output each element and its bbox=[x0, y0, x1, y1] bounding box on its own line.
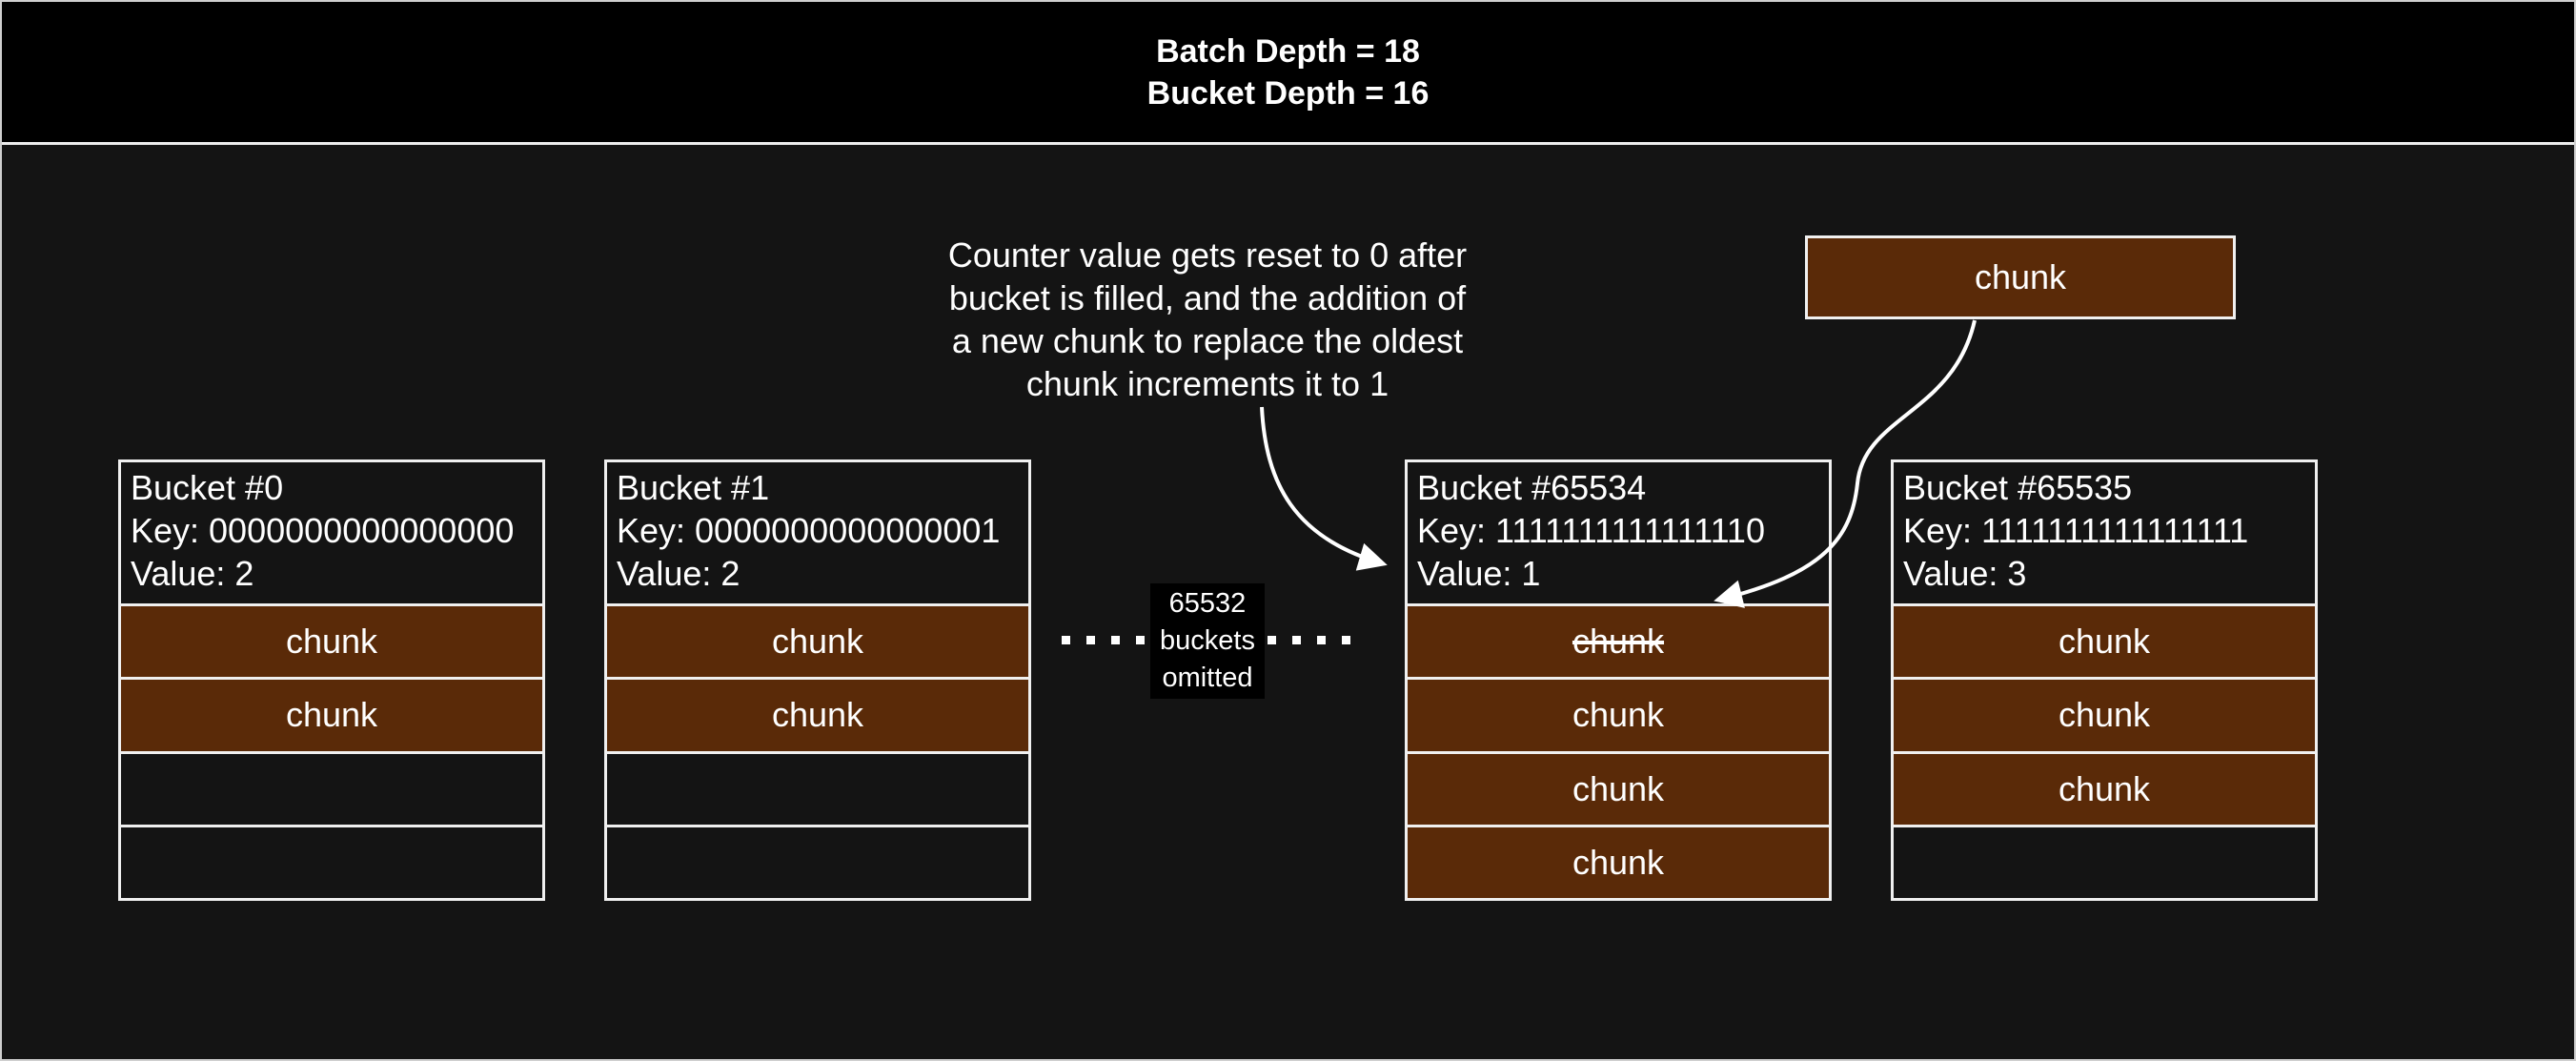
chunk-label: chunk bbox=[1572, 695, 1665, 735]
chunk-label: chunk bbox=[1572, 842, 1665, 882]
title-band: Batch Depth = 18 Bucket Depth = 16 bbox=[2, 2, 2574, 145]
chunk-slot: chunk bbox=[1894, 750, 2315, 825]
bucket-title: Bucket #1 bbox=[617, 468, 770, 507]
bucket-title: Bucket #0 bbox=[131, 468, 284, 507]
bucket-1: Bucket #1 Key: 0000000000000001 Value: 2… bbox=[604, 459, 1031, 901]
bucket-0: Bucket #0 Key: 0000000000000000 Value: 2… bbox=[118, 459, 545, 901]
chunk-slot-oldest: chunk bbox=[1408, 603, 1829, 678]
omitted-line: buckets bbox=[1160, 625, 1255, 656]
chunk-label-struck: chunk bbox=[1572, 622, 1665, 662]
bucket-1-header: Bucket #1 Key: 0000000000000001 Value: 2 bbox=[607, 462, 1028, 603]
chunk-label: chunk bbox=[2058, 622, 2151, 662]
chunk-slot: chunk bbox=[1408, 750, 1829, 825]
bucket-0-header: Bucket #0 Key: 0000000000000000 Value: 2 bbox=[121, 462, 542, 603]
empty-slot bbox=[1894, 824, 2315, 898]
chunk-slot: chunk bbox=[1408, 824, 1829, 898]
empty-slot bbox=[607, 824, 1028, 898]
bucket-value: Value: 3 bbox=[1903, 554, 2027, 593]
chunk-slot: chunk bbox=[1894, 677, 2315, 751]
ellipsis-dots-right bbox=[1268, 636, 1350, 644]
batch-depth-title: Batch Depth = 18 bbox=[1156, 32, 1420, 70]
bucket-depth-title: Bucket Depth = 16 bbox=[1146, 74, 1430, 112]
chunk-slot: chunk bbox=[1894, 603, 2315, 678]
chunk-slot: chunk bbox=[121, 677, 542, 751]
bucket-title: Bucket #65535 bbox=[1903, 468, 2133, 507]
bucket-key: Key: 0000000000000001 bbox=[617, 511, 1001, 550]
ellipsis-dots-left bbox=[1062, 636, 1145, 644]
bucket-65534-header: Bucket #65534 Key: 1111111111111110 Valu… bbox=[1408, 462, 1829, 603]
bucket-title: Bucket #65534 bbox=[1417, 468, 1647, 507]
chunk-label: chunk bbox=[285, 695, 378, 735]
chunk-label: chunk bbox=[1572, 768, 1665, 808]
chunk-label: chunk bbox=[2058, 695, 2151, 735]
annotation-line: a new chunk to replace the oldest bbox=[951, 321, 1464, 360]
bucket-65535-header: Bucket #65535 Key: 1111111111111111 Valu… bbox=[1894, 462, 2315, 603]
annotation-line: Counter value gets reset to 0 after bbox=[947, 235, 1468, 275]
counter-annotation: Counter value gets reset to 0 after buck… bbox=[874, 234, 1541, 405]
annotation-line: chunk increments it to 1 bbox=[1025, 364, 1389, 403]
bucket-value: Value: 2 bbox=[617, 554, 740, 593]
chunk-label: chunk bbox=[2058, 768, 2151, 808]
bucket-value: Value: 1 bbox=[1417, 554, 1541, 593]
empty-slot bbox=[121, 750, 542, 825]
omitted-line: omitted bbox=[1162, 663, 1253, 693]
bucket-65535: Bucket #65535 Key: 1111111111111111 Valu… bbox=[1891, 459, 2318, 901]
chunk-label: chunk bbox=[285, 622, 378, 662]
bucket-value: Value: 2 bbox=[131, 554, 254, 593]
empty-slot bbox=[121, 824, 542, 898]
omitted-line: 65532 bbox=[1168, 588, 1247, 619]
chunk-slot: chunk bbox=[1408, 677, 1829, 751]
chunk-slot: chunk bbox=[121, 603, 542, 678]
empty-slot bbox=[607, 750, 1028, 825]
bucket-65534: Bucket #65534 Key: 1111111111111110 Valu… bbox=[1405, 459, 1832, 901]
bucket-key: Key: 1111111111111111 bbox=[1903, 511, 2249, 550]
chunk-label: chunk bbox=[771, 622, 864, 662]
buckets-omitted-note: 65532 buckets omitted bbox=[1150, 583, 1265, 699]
bucket-key: Key: 1111111111111110 bbox=[1417, 511, 1765, 550]
chunk-slot: chunk bbox=[607, 603, 1028, 678]
incoming-chunk-label: chunk bbox=[1974, 257, 2067, 296]
chunk-slot: chunk bbox=[607, 677, 1028, 751]
incoming-chunk-box: chunk bbox=[1805, 235, 2236, 319]
annotation-arrow bbox=[1260, 406, 1388, 571]
annotation-line: bucket is filled, and the addition of bbox=[948, 278, 1467, 317]
bucket-key: Key: 0000000000000000 bbox=[131, 511, 515, 550]
chunk-label: chunk bbox=[771, 695, 864, 735]
